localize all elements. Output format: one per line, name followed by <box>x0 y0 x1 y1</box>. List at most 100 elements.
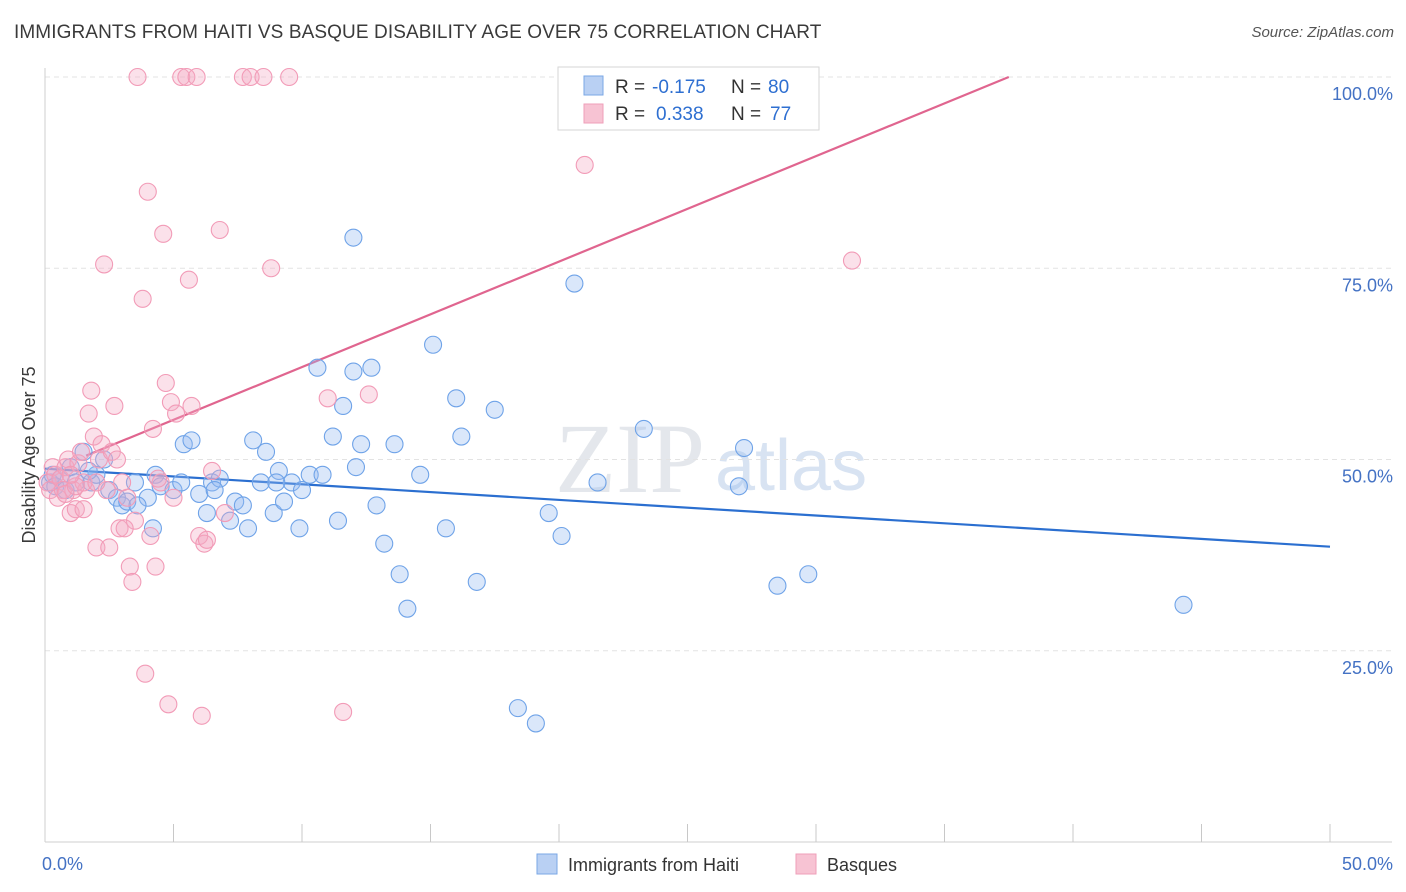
point-haiti-72 <box>768 576 787 595</box>
point-haiti-21 <box>172 473 191 492</box>
point-basques-13 <box>71 442 91 461</box>
point-basques-16 <box>79 404 98 423</box>
point-haiti-32 <box>244 431 263 450</box>
x-tick-label-max: 50.0% <box>1342 854 1393 874</box>
point-basques-74 <box>115 519 134 538</box>
point-basques-51 <box>182 396 201 416</box>
y-tick-labels: 25.0% 50.0% 75.0% 100.0% <box>1332 84 1393 678</box>
legend-r-label-basques: R = <box>615 104 645 125</box>
point-haiti-58 <box>436 519 455 538</box>
point-haiti-36 <box>269 461 288 481</box>
point-basques-63 <box>262 259 281 278</box>
bottom-legend-label-basques: Basques <box>827 855 897 875</box>
point-haiti-66 <box>552 526 571 546</box>
point-haiti-40 <box>292 481 312 500</box>
point-basques-32 <box>123 572 142 591</box>
point-haiti-54 <box>390 565 409 584</box>
point-basques-30 <box>118 488 137 507</box>
legend-r-label-haiti: R = <box>615 77 645 98</box>
point-basques-64 <box>280 67 299 87</box>
point-haiti-43 <box>313 465 332 484</box>
y-tick-label-2: 75.0% <box>1342 275 1393 295</box>
point-basques-59 <box>215 503 234 523</box>
point-haiti-65 <box>539 503 558 523</box>
point-haiti-44 <box>323 427 342 446</box>
point-basques-57 <box>203 461 222 481</box>
legend-n-value-basques: 77 <box>770 104 791 125</box>
point-haiti-56 <box>411 465 430 484</box>
legend-swatch-haiti <box>583 75 604 96</box>
point-basques-27 <box>107 450 127 469</box>
point-basques-24 <box>100 538 119 557</box>
point-basques-18 <box>84 427 103 446</box>
point-basques-76 <box>61 465 80 484</box>
point-haiti-75 <box>344 228 363 247</box>
watermark-zip: ZIP <box>555 403 705 514</box>
point-haiti-51 <box>367 496 386 515</box>
point-basques-66 <box>334 702 353 722</box>
point-basques-47 <box>167 404 186 423</box>
top-legend: R = -0.175 N = 80 R = 0.338 N = 77 <box>557 66 820 131</box>
point-haiti-25 <box>197 503 216 523</box>
trend-lines <box>44 75 1331 548</box>
point-basques-37 <box>138 182 157 201</box>
point-haiti-39 <box>290 519 309 538</box>
point-haiti-57 <box>424 335 443 354</box>
bottom-legend-swatch-basques <box>795 853 817 875</box>
point-haiti-64 <box>526 714 545 733</box>
point-basques-26 <box>105 396 124 416</box>
point-basques-40 <box>146 557 165 576</box>
point-basques-67 <box>359 385 378 404</box>
point-haiti-53 <box>385 435 404 454</box>
point-haiti-55 <box>398 599 417 618</box>
chart-source: Source: ZipAtlas.com <box>1251 24 1394 41</box>
axes <box>44 68 1392 843</box>
point-haiti-50 <box>362 358 381 377</box>
point-haiti-61 <box>467 572 486 591</box>
point-basques-38 <box>141 526 160 546</box>
point-basques-36 <box>136 664 155 683</box>
point-haiti-76 <box>267 473 286 492</box>
chart-title: IMMIGRANTS FROM HAITI VS BASQUE DISABILI… <box>14 22 822 43</box>
bottom-legend-swatch-haiti <box>536 853 558 875</box>
point-haiti-47 <box>344 362 363 381</box>
point-basques-31 <box>120 557 139 576</box>
point-basques-71 <box>87 473 106 492</box>
point-basques-45 <box>161 393 180 412</box>
point-haiti-42 <box>308 358 327 377</box>
data-points <box>38 67 1193 733</box>
point-haiti-78 <box>128 496 147 515</box>
legend-swatch-basques <box>583 103 604 124</box>
point-haiti-77 <box>205 481 224 500</box>
point-basques-52 <box>187 67 206 87</box>
point-haiti-74 <box>1174 595 1193 614</box>
trend-line-0 <box>44 467 1331 548</box>
watermark-atlas: atlas <box>715 426 867 506</box>
point-haiti-59 <box>447 389 466 408</box>
legend-n-value-haiti: 80 <box>768 77 789 98</box>
point-basques-19 <box>87 538 106 557</box>
point-basques-46 <box>164 488 183 507</box>
point-haiti-41 <box>300 465 319 484</box>
point-haiti-69 <box>634 419 653 438</box>
point-haiti-63 <box>508 699 527 718</box>
point-haiti-37 <box>274 492 294 511</box>
point-basques-14 <box>74 500 93 519</box>
point-basques-72 <box>56 484 75 503</box>
point-basques-23 <box>97 481 116 500</box>
point-basques-68 <box>575 155 594 175</box>
point-basques-73 <box>66 477 85 496</box>
point-basques-69 <box>842 251 862 270</box>
point-basques-21 <box>92 435 111 454</box>
point-haiti-34 <box>256 442 276 461</box>
point-haiti-15 <box>125 473 144 492</box>
point-haiti-35 <box>264 503 283 523</box>
point-basques-65 <box>318 389 337 408</box>
point-haiti-68 <box>588 473 607 492</box>
point-haiti-62 <box>485 400 504 419</box>
y-tick-label-1: 50.0% <box>1342 467 1393 487</box>
y-axis-label: Disability Age Over 75 <box>19 366 39 543</box>
point-basques-35 <box>133 289 152 308</box>
point-basques-62 <box>254 67 273 87</box>
point-haiti-70 <box>729 477 748 496</box>
